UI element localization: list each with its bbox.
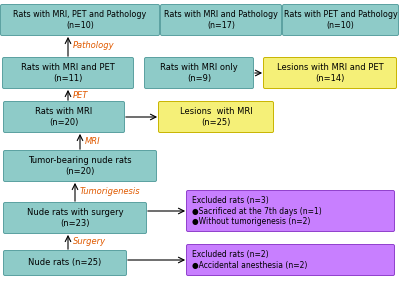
Text: Rats with MRI and PET
(n=11): Rats with MRI and PET (n=11) (21, 63, 115, 83)
Text: Nude rats with surgery
(n=23): Nude rats with surgery (n=23) (27, 208, 123, 228)
FancyBboxPatch shape (282, 5, 398, 36)
Text: PET: PET (73, 91, 88, 99)
FancyBboxPatch shape (144, 57, 254, 89)
Text: Nude rats (n=25): Nude rats (n=25) (28, 258, 102, 268)
FancyBboxPatch shape (186, 191, 394, 231)
Text: Pathology: Pathology (73, 41, 115, 51)
FancyBboxPatch shape (158, 101, 274, 133)
FancyBboxPatch shape (264, 57, 396, 89)
FancyBboxPatch shape (160, 5, 282, 36)
Text: Rats with PET and Pathology
(n=10): Rats with PET and Pathology (n=10) (284, 10, 397, 30)
Text: Tumorigenesis: Tumorigenesis (80, 187, 141, 195)
Text: Lesions with MRI and PET
(n=14): Lesions with MRI and PET (n=14) (277, 63, 383, 83)
Text: Rats with MRI and Pathology
(n=17): Rats with MRI and Pathology (n=17) (164, 10, 278, 30)
FancyBboxPatch shape (186, 245, 394, 275)
Text: Rats with MRI only
(n=9): Rats with MRI only (n=9) (160, 63, 238, 83)
FancyBboxPatch shape (2, 57, 134, 89)
FancyBboxPatch shape (4, 202, 146, 233)
Text: Tumor-bearing nude rats
(n=20): Tumor-bearing nude rats (n=20) (28, 156, 132, 176)
FancyBboxPatch shape (4, 101, 124, 133)
Text: Excluded rats (n=2)
●Accidental anesthesia (n=2): Excluded rats (n=2) ●Accidental anesthes… (192, 250, 307, 270)
Text: MRI: MRI (85, 137, 101, 145)
Text: Lesions  with MRI
(n=25): Lesions with MRI (n=25) (180, 107, 252, 127)
FancyBboxPatch shape (0, 5, 160, 36)
FancyBboxPatch shape (4, 151, 156, 181)
Text: Rats with MRI, PET and Pathology
(n=10): Rats with MRI, PET and Pathology (n=10) (13, 10, 147, 30)
Text: Rats with MRI
(n=20): Rats with MRI (n=20) (35, 107, 93, 127)
Text: Excluded rats (n=3)
●Sacrificed at the 7th days (n=1)
●Without tumorigenesis (n=: Excluded rats (n=3) ●Sacrificed at the 7… (192, 196, 322, 226)
Text: Surgery: Surgery (73, 237, 106, 247)
FancyBboxPatch shape (4, 250, 126, 275)
